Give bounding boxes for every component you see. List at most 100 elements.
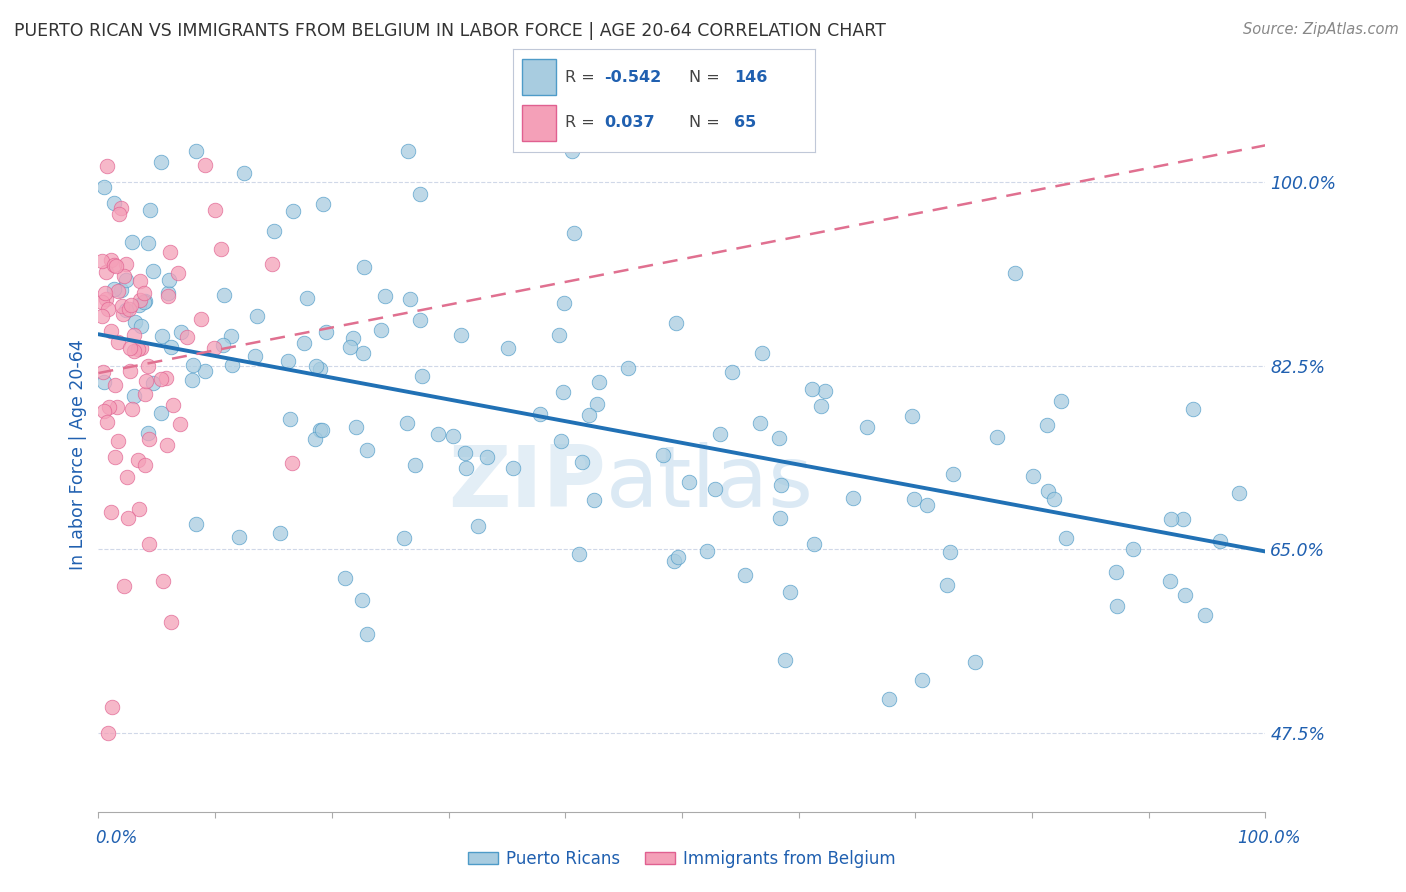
Point [221,358,243,372]
Text: R =: R = [565,70,599,86]
Point [169,417,191,432]
Point [404,458,426,473]
Point [159,245,181,260]
Point [370,323,392,337]
Point [562,227,585,241]
Point [104,259,127,273]
Point [496,342,519,356]
Point [502,460,524,475]
Point [107,334,129,349]
Point [548,328,571,343]
Point [129,274,152,288]
Point [1050,393,1073,408]
Point [1171,512,1194,526]
Point [309,423,332,437]
Point [128,298,150,312]
Point [352,345,374,359]
Point [170,325,193,339]
Point [877,692,900,706]
Point [585,397,607,411]
Point [294,336,316,351]
Point [160,615,183,629]
Text: PUERTO RICAN VS IMMIGRANTS FROM BELGIUM IN LABOR FORCE | AGE 20-64 CORRELATION C: PUERTO RICAN VS IMMIGRANTS FROM BELGIUM … [14,22,886,40]
Point [94,285,117,300]
Point [97,302,120,317]
Point [105,400,128,414]
Point [107,284,129,298]
Point [304,432,326,446]
Point [152,574,174,588]
Point [129,341,152,355]
Point [263,224,285,238]
Point [132,285,155,300]
Bar [522,105,555,141]
Point [666,550,689,565]
Point [184,516,207,531]
Point [134,458,156,473]
Point [121,402,143,417]
Point [93,180,115,194]
Point [1105,565,1128,579]
Point [117,511,139,525]
Point [120,298,142,312]
Point [228,530,250,544]
Point [209,242,232,256]
Point [269,526,291,541]
Point [100,252,122,267]
Point [211,338,233,352]
Point [149,155,172,169]
Point [129,293,152,307]
Point [1227,485,1250,500]
Point [453,446,475,460]
Point [803,537,825,551]
Point [181,373,204,387]
Text: Source: ZipAtlas.com: Source: ZipAtlas.com [1243,22,1399,37]
Point [344,419,367,434]
Point [1105,599,1128,613]
Point [550,434,572,449]
Point [399,292,422,306]
Point [124,328,146,343]
Point [665,316,688,330]
Point [1022,468,1045,483]
Point [122,389,145,403]
Point [1174,588,1197,602]
Point [135,375,157,389]
Point [1122,541,1144,556]
Point [986,430,1008,444]
Point [651,448,673,462]
Point [162,398,184,412]
Point [98,400,121,414]
Point [696,544,718,558]
Point [855,420,877,434]
Point [709,427,731,442]
Point [529,408,551,422]
Point [176,330,198,344]
Y-axis label: In Labor Force | Age 20-64: In Labor Force | Age 20-64 [69,340,87,570]
Point [1036,417,1059,432]
Point [1036,483,1059,498]
Point [108,206,131,220]
Point [339,340,361,354]
Point [155,371,177,385]
Point [150,329,173,343]
Point [734,567,756,582]
Point [903,491,925,506]
Point [551,384,574,399]
Point [769,510,792,524]
Point [100,506,122,520]
Text: ZIP: ZIP [449,442,606,525]
Point [411,368,433,383]
Point [124,315,146,329]
Point [356,443,378,458]
Point [132,295,155,310]
Point [114,257,136,271]
Point [748,416,770,430]
Point [118,341,141,355]
Bar [522,59,555,95]
Point [112,579,135,593]
Point [127,342,149,356]
Point [128,502,150,516]
Point [561,144,583,158]
Point [392,531,415,545]
